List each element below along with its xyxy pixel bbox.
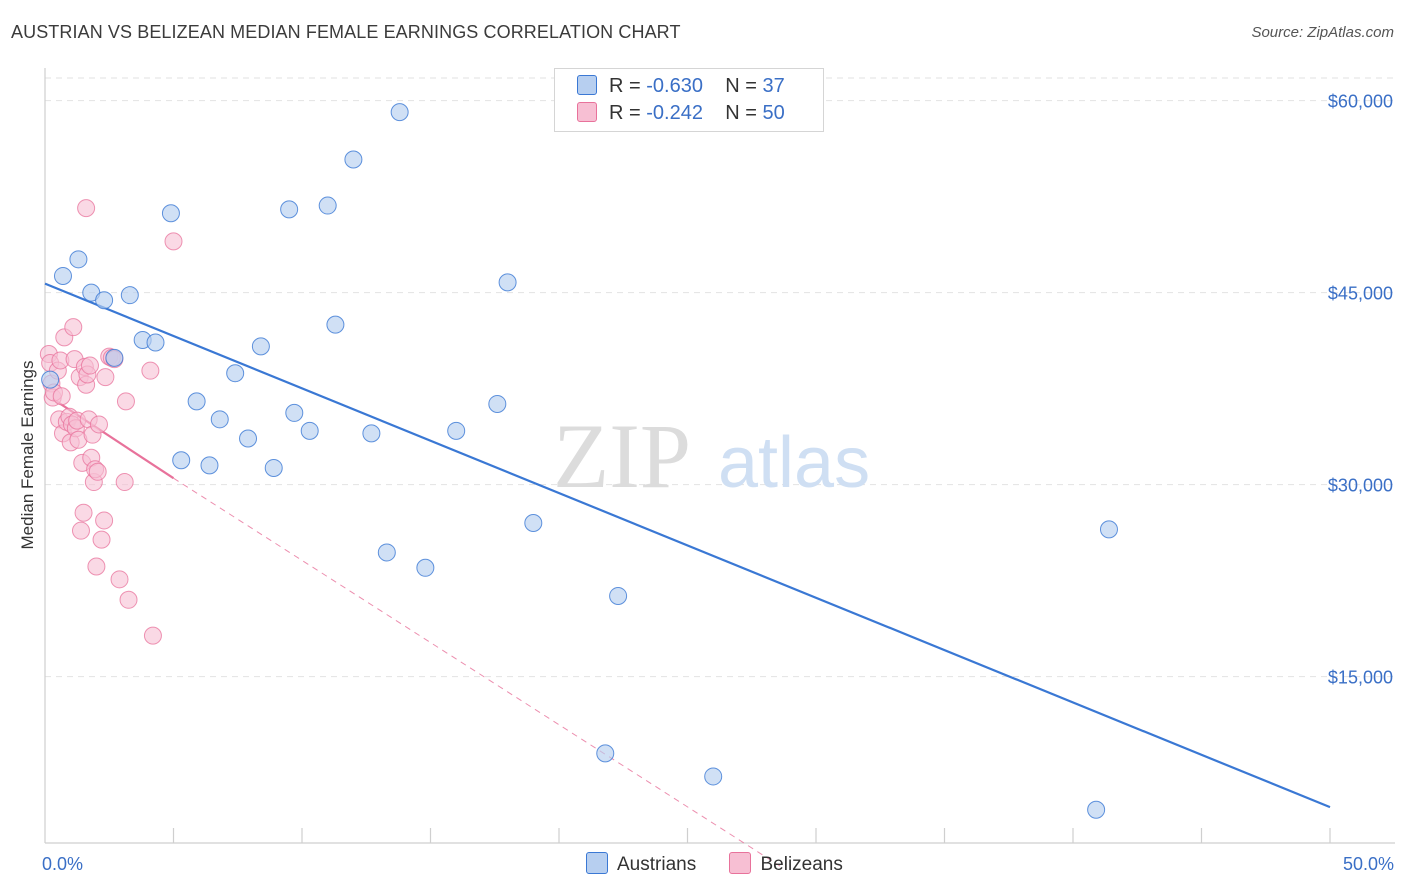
belizeans-point (115, 473, 134, 492)
austrians-points (41, 103, 1118, 819)
austrians-swatch (586, 852, 608, 874)
belizeans-point (164, 232, 183, 251)
belizeans-point (88, 462, 107, 481)
belizeans-point (119, 590, 138, 609)
austrians-point (416, 558, 435, 577)
austrians-point (251, 337, 270, 356)
belizeans-point (92, 530, 111, 549)
legend-n-value-austrians: 37 (762, 75, 785, 97)
y-tick-label: $30,000 (1328, 476, 1393, 496)
chart-title: AUSTRIAN VS BELIZEAN MEDIAN FEMALE EARNI… (11, 22, 681, 42)
axis-labels: $15,000 $30,000 $45,000 $60,000 0.0% 50.0% Med… (18, 92, 1394, 874)
austrians-point (210, 410, 229, 429)
legend-n-label: N = (725, 102, 757, 124)
legend-row-austrians: R = -0.630 N = 37 (577, 75, 785, 99)
austrians-point (53, 266, 72, 285)
watermark-atlas: atlas (718, 423, 870, 503)
austrians-point (447, 421, 466, 440)
y-tick-label: $60,000 (1328, 92, 1393, 112)
x-tick-label-max: 50.0% (1343, 854, 1394, 874)
legend-r-value-belizeans: -0.242 (646, 102, 703, 124)
belizeans-swatch (729, 852, 752, 874)
belizeans-point (64, 318, 83, 337)
austrians-point (120, 286, 139, 305)
belizeans-swatch (577, 102, 597, 122)
austrians-point (704, 767, 723, 786)
belizeans-point (89, 415, 108, 434)
belizeans-point (52, 387, 71, 406)
austrians-point (264, 458, 283, 477)
austrians-point (285, 403, 304, 422)
bottom-legend: Austrians Belizeans (586, 852, 871, 876)
austrians-point (390, 103, 409, 122)
bottom-legend-belizeans: Belizeans (729, 852, 843, 876)
legend: R = -0.630 N = 37 R = -0.242 N = 50 (554, 68, 824, 132)
x-tick-label-min: 0.0% (42, 854, 83, 874)
belizeans-point (143, 626, 162, 645)
austrians-swatch (577, 75, 597, 95)
austrians-point (344, 150, 363, 169)
austrians-point (318, 196, 337, 215)
belizeans-point (95, 511, 114, 530)
grid-lines (45, 77, 1395, 678)
austrians-point (172, 451, 191, 470)
legend-row-belizeans: R = -0.242 N = 50 (577, 102, 785, 126)
belizeans-trend-extension (173, 477, 781, 867)
legend-r-label: R = (609, 75, 641, 97)
bottom-legend-austrians-label: Austrians (617, 854, 697, 875)
austrians-point (362, 424, 381, 443)
austrians-point (609, 586, 628, 605)
watermark-zip: ZIP (553, 405, 691, 507)
austrians-point (1087, 800, 1106, 819)
belizeans-point (87, 557, 106, 576)
austrians-point (377, 543, 396, 562)
belizeans-point (110, 570, 129, 589)
belizeans-point (96, 368, 115, 387)
austrians-point (1099, 520, 1118, 539)
y-tick-label: $15,000 (1328, 668, 1393, 688)
belizeans-point (74, 503, 93, 522)
austrians-point (105, 348, 124, 367)
austrians-point (187, 392, 206, 411)
austrians-point (95, 291, 114, 310)
y-axis-label: Median Female Earnings (18, 361, 37, 550)
austrians-point (161, 204, 180, 223)
austrians-point (488, 394, 507, 413)
austrians-point (524, 514, 543, 532)
austrians-point (200, 456, 219, 475)
austrians-trend-line (44, 282, 1331, 809)
chart-source: Source: ZipAtlas.com (1251, 24, 1394, 41)
belizeans-point (71, 521, 90, 540)
belizeans-point (116, 392, 135, 411)
austrians-point (239, 429, 258, 448)
legend-r-value-austrians: -0.630 (646, 75, 703, 97)
watermark: ZIP atlas (553, 405, 870, 507)
bottom-legend-belizeans-label: Belizeans (760, 854, 843, 875)
austrians-point (596, 744, 615, 763)
austrians-point (300, 421, 319, 440)
belizeans-point (77, 199, 96, 218)
austrians-point (146, 333, 165, 352)
belizeans-points (39, 199, 183, 645)
belizeans-point (80, 356, 99, 375)
austrians-point (226, 364, 245, 383)
austrians-point (41, 370, 60, 389)
austrians-point (69, 250, 88, 269)
austrians-point (280, 200, 299, 219)
legend-n-label: N = (725, 75, 757, 97)
y-tick-label: $45,000 (1328, 284, 1393, 304)
belizeans-point (141, 361, 160, 380)
austrians-point (326, 315, 345, 334)
austrians-point (498, 273, 517, 292)
legend-n-value-belizeans: 50 (762, 102, 785, 124)
legend-r-label: R = (609, 102, 641, 124)
bottom-legend-austrians: Austrians (586, 852, 696, 876)
axes (44, 68, 1395, 844)
